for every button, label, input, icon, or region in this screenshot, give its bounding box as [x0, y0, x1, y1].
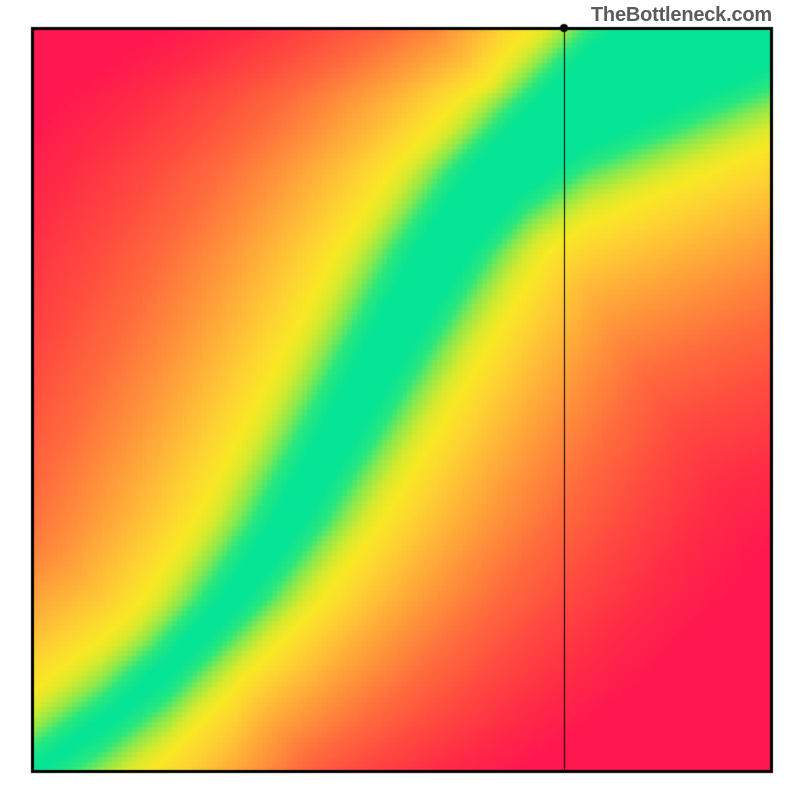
chart-container: TheBottleneck.com: [0, 0, 800, 800]
watermark-text: TheBottleneck.com: [591, 4, 772, 27]
bottleneck-heatmap: [0, 0, 800, 800]
